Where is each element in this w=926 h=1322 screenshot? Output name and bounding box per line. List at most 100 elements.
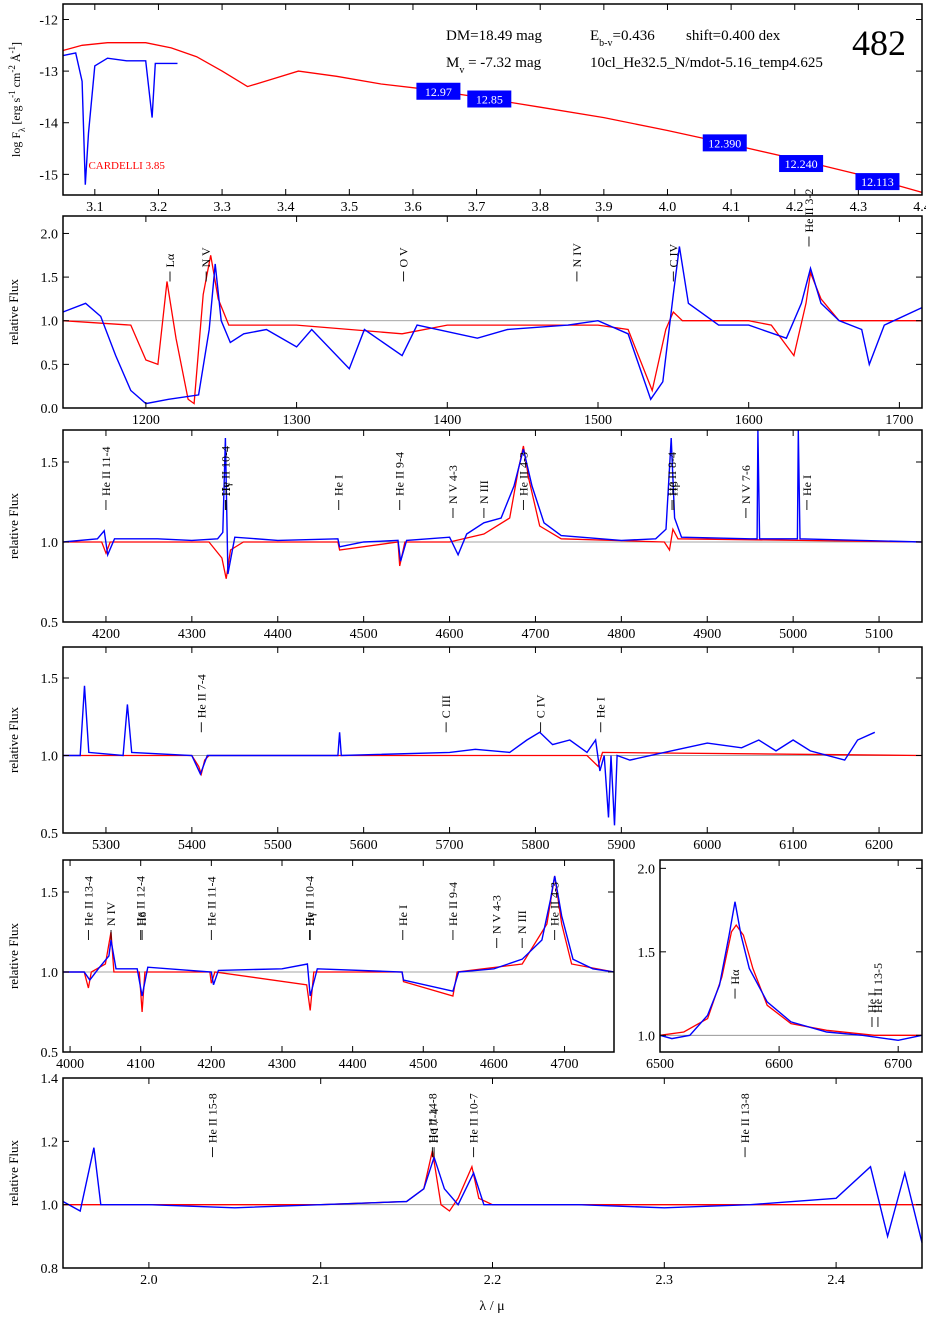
x-tick-label: 4500 bbox=[350, 627, 378, 642]
line-id-label: He II 3-2 bbox=[802, 189, 816, 233]
line-id-label: He II 13-5 bbox=[871, 963, 885, 1013]
x-tick-label: 4000 bbox=[56, 1057, 84, 1072]
x-tick-label: 5700 bbox=[436, 838, 464, 853]
line-id-label: Hδ bbox=[135, 911, 149, 926]
line-id-label: N V 4-3 bbox=[446, 465, 460, 504]
line-id-label: N V bbox=[199, 247, 213, 267]
y-tick-label: 1.0 bbox=[41, 536, 59, 551]
line-id-label: He II 7-4 bbox=[194, 674, 208, 718]
x-tick-label: 3.6 bbox=[404, 200, 422, 215]
x-tick-label: 4600 bbox=[436, 627, 464, 642]
line-id-label: He II 4-3 bbox=[516, 452, 530, 496]
observed-series bbox=[62, 52, 178, 185]
line-id-label: He II 13-4 bbox=[81, 876, 95, 926]
line-id-label: He II 10-7 bbox=[467, 1093, 481, 1143]
line-id-label: N IV bbox=[570, 243, 584, 268]
panel-frame bbox=[62, 215, 923, 409]
x-tick-label: 1300 bbox=[283, 413, 311, 428]
x-tick-label: 1600 bbox=[735, 413, 763, 428]
y-tick-label: 2.0 bbox=[638, 862, 656, 877]
x-tick-label: 3.7 bbox=[468, 200, 486, 215]
line-id-label: C IV bbox=[534, 694, 548, 718]
x-tick-label: 2.0 bbox=[140, 1273, 158, 1288]
line-id-label: N V 4-3 bbox=[490, 895, 504, 934]
line-id-label: He II 14-8 bbox=[425, 1093, 439, 1143]
y-axis-label: relative Flux bbox=[6, 922, 21, 989]
x-tick-label: 4.1 bbox=[722, 200, 740, 215]
photometry-box bbox=[416, 82, 461, 100]
x-tick-label: 3.4 bbox=[277, 200, 295, 215]
line-id-label: Hβ bbox=[667, 481, 681, 496]
x-tick-label: 5300 bbox=[92, 838, 120, 853]
header: DM=18.49 mag Mv = -7.32 mag Eb-v=0.436 shif… bbox=[446, 23, 906, 76]
x-tick-label: 4800 bbox=[607, 627, 635, 642]
line-id-label: N V 7-6 bbox=[739, 465, 753, 504]
y-axis-label: relative Flux bbox=[6, 492, 21, 559]
x-tick-label: 6600 bbox=[765, 1057, 793, 1072]
line-id-label: He I bbox=[332, 475, 346, 496]
y-tick-label: 0.5 bbox=[41, 358, 59, 373]
panel-blue3: 4000 4100 4200 4300 4400 4500 4600 4700 0.5 1.0 1.… bbox=[6, 859, 615, 1072]
y-axis-label: relative Flux bbox=[6, 706, 21, 773]
y-axis-label: relative Flux bbox=[6, 278, 21, 345]
panel-frame bbox=[62, 1077, 923, 1269]
line-id-label: N III bbox=[515, 910, 529, 934]
line-id-label: He I bbox=[800, 475, 814, 496]
x-tick-label: 2.3 bbox=[656, 1273, 674, 1288]
y-tick-label: 1.0 bbox=[41, 966, 59, 981]
line-id-label: Lα bbox=[163, 253, 177, 267]
line-id-label: He II 10-4 bbox=[218, 446, 232, 496]
line-id-label: He II 13-8 bbox=[738, 1093, 752, 1143]
model-series bbox=[63, 445, 923, 579]
y-axis-label: relative Flux bbox=[6, 1139, 21, 1206]
x-tick-label: 5000 bbox=[779, 627, 807, 642]
x-axis-label: λ / μ bbox=[479, 1299, 504, 1314]
x-tick-label: 4200 bbox=[92, 627, 120, 642]
y-tick-label: 1.0 bbox=[41, 1199, 59, 1214]
panel-frame bbox=[62, 646, 923, 834]
x-tick-label: 6100 bbox=[779, 838, 807, 853]
x-tick-label: 2.1 bbox=[312, 1273, 330, 1288]
x-tick-label: 5900 bbox=[607, 838, 635, 853]
x-tick-label: 5500 bbox=[264, 838, 292, 853]
x-tick-label: 5400 bbox=[178, 838, 206, 853]
line-id-label: N IV bbox=[104, 901, 118, 926]
x-tick-label: 1500 bbox=[584, 413, 612, 428]
line-id-label: He I bbox=[396, 905, 410, 926]
x-tick-label: 4400 bbox=[264, 627, 292, 642]
line-id-label: He II 4-3 bbox=[548, 882, 562, 926]
panel-frame bbox=[62, 429, 923, 623]
line-id-label: C III bbox=[439, 695, 453, 718]
observed-series bbox=[63, 685, 876, 826]
y-tick-label: 0.5 bbox=[41, 827, 59, 842]
y-tick-label: 1.0 bbox=[41, 315, 59, 330]
panel-sed: 3.1 3.2 3.3 3.4 3.5 3.6 3.7 3.8 3.9 4.0 4.1 4.2 4.3 4… bbox=[7, 3, 926, 215]
panel-frame bbox=[62, 3, 923, 196]
line-id-label: Hγ bbox=[303, 911, 317, 926]
x-tick-label: 6000 bbox=[693, 838, 721, 853]
x-tick-label: 4400 bbox=[339, 1057, 367, 1072]
photometry-box bbox=[702, 134, 747, 152]
panel-kband: 2.0 2.1 2.2 2.3 2.4 0.8 1.0 1.2 1.4 relative Flux… bbox=[6, 1072, 923, 1288]
flux-shift: shift=0.400 dex bbox=[686, 28, 781, 44]
y-tick-label: 1.5 bbox=[41, 456, 59, 471]
x-tick-label: 4.2 bbox=[786, 200, 804, 215]
x-tick-label: 3.9 bbox=[595, 200, 613, 215]
y-tick-label: 1.0 bbox=[41, 750, 59, 765]
panel-frame bbox=[62, 859, 615, 1053]
line-id-label: C IV bbox=[666, 243, 680, 267]
y-tick-label: 1.5 bbox=[41, 672, 59, 687]
x-tick-label: 4700 bbox=[551, 1057, 579, 1072]
y-tick-label: 0.5 bbox=[41, 1046, 59, 1061]
y-tick-label: 1.5 bbox=[41, 271, 59, 286]
x-tick-label: 4100 bbox=[127, 1057, 155, 1072]
y-tick-label: 1.5 bbox=[638, 946, 656, 961]
y-tick-label: -13 bbox=[39, 65, 58, 80]
color-excess: Eb-v=0.436 bbox=[590, 28, 655, 49]
y-tick-label: 1.4 bbox=[41, 1072, 59, 1087]
x-tick-label: 4.0 bbox=[659, 200, 677, 215]
x-tick-label: 3.3 bbox=[213, 200, 231, 215]
line-id-label: He II 9-4 bbox=[446, 882, 460, 926]
line-id-label: He II 10-4 bbox=[303, 876, 317, 926]
